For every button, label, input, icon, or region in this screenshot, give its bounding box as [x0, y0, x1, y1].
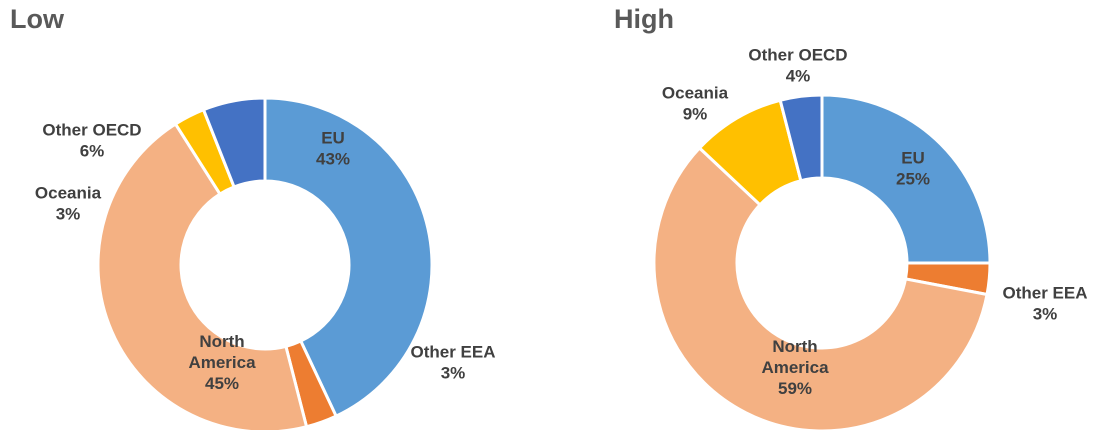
slice-north-america	[652, 145, 989, 430]
slice-other-oecd	[778, 93, 824, 183]
chart-title-high: High	[614, 4, 674, 34]
donut-high: EU 25% Other EEA 3% North America 59% Oceania 9%…	[652, 46, 1088, 430]
data-label-other-eea: Other EEA 3%	[1002, 284, 1087, 324]
data-label-eu: EU 43%	[316, 129, 350, 169]
data-label-north-america: North America 45%	[188, 332, 256, 393]
chart-title-low: Low	[10, 4, 64, 34]
slice-north-america	[96, 121, 309, 430]
slice-eu	[263, 96, 434, 419]
slice-other-oecd	[201, 96, 267, 189]
donut-low: EU 43% Other EEA 3% North America 45% Oceania 3%…	[35, 96, 496, 430]
slice-eu	[820, 93, 992, 265]
data-label-other-eea: Other EEA 3%	[410, 343, 495, 383]
data-label-other-oecd: Other OECD 6%	[42, 121, 141, 161]
data-label-other-oecd: Other OECD 4%	[748, 46, 847, 86]
data-label-eu: EU 25%	[896, 149, 930, 189]
data-label-oceania: Oceania 9%	[662, 84, 729, 124]
data-label-north-america: North America 59%	[761, 337, 829, 398]
data-label-oceania: Oceania 3%	[35, 184, 102, 224]
